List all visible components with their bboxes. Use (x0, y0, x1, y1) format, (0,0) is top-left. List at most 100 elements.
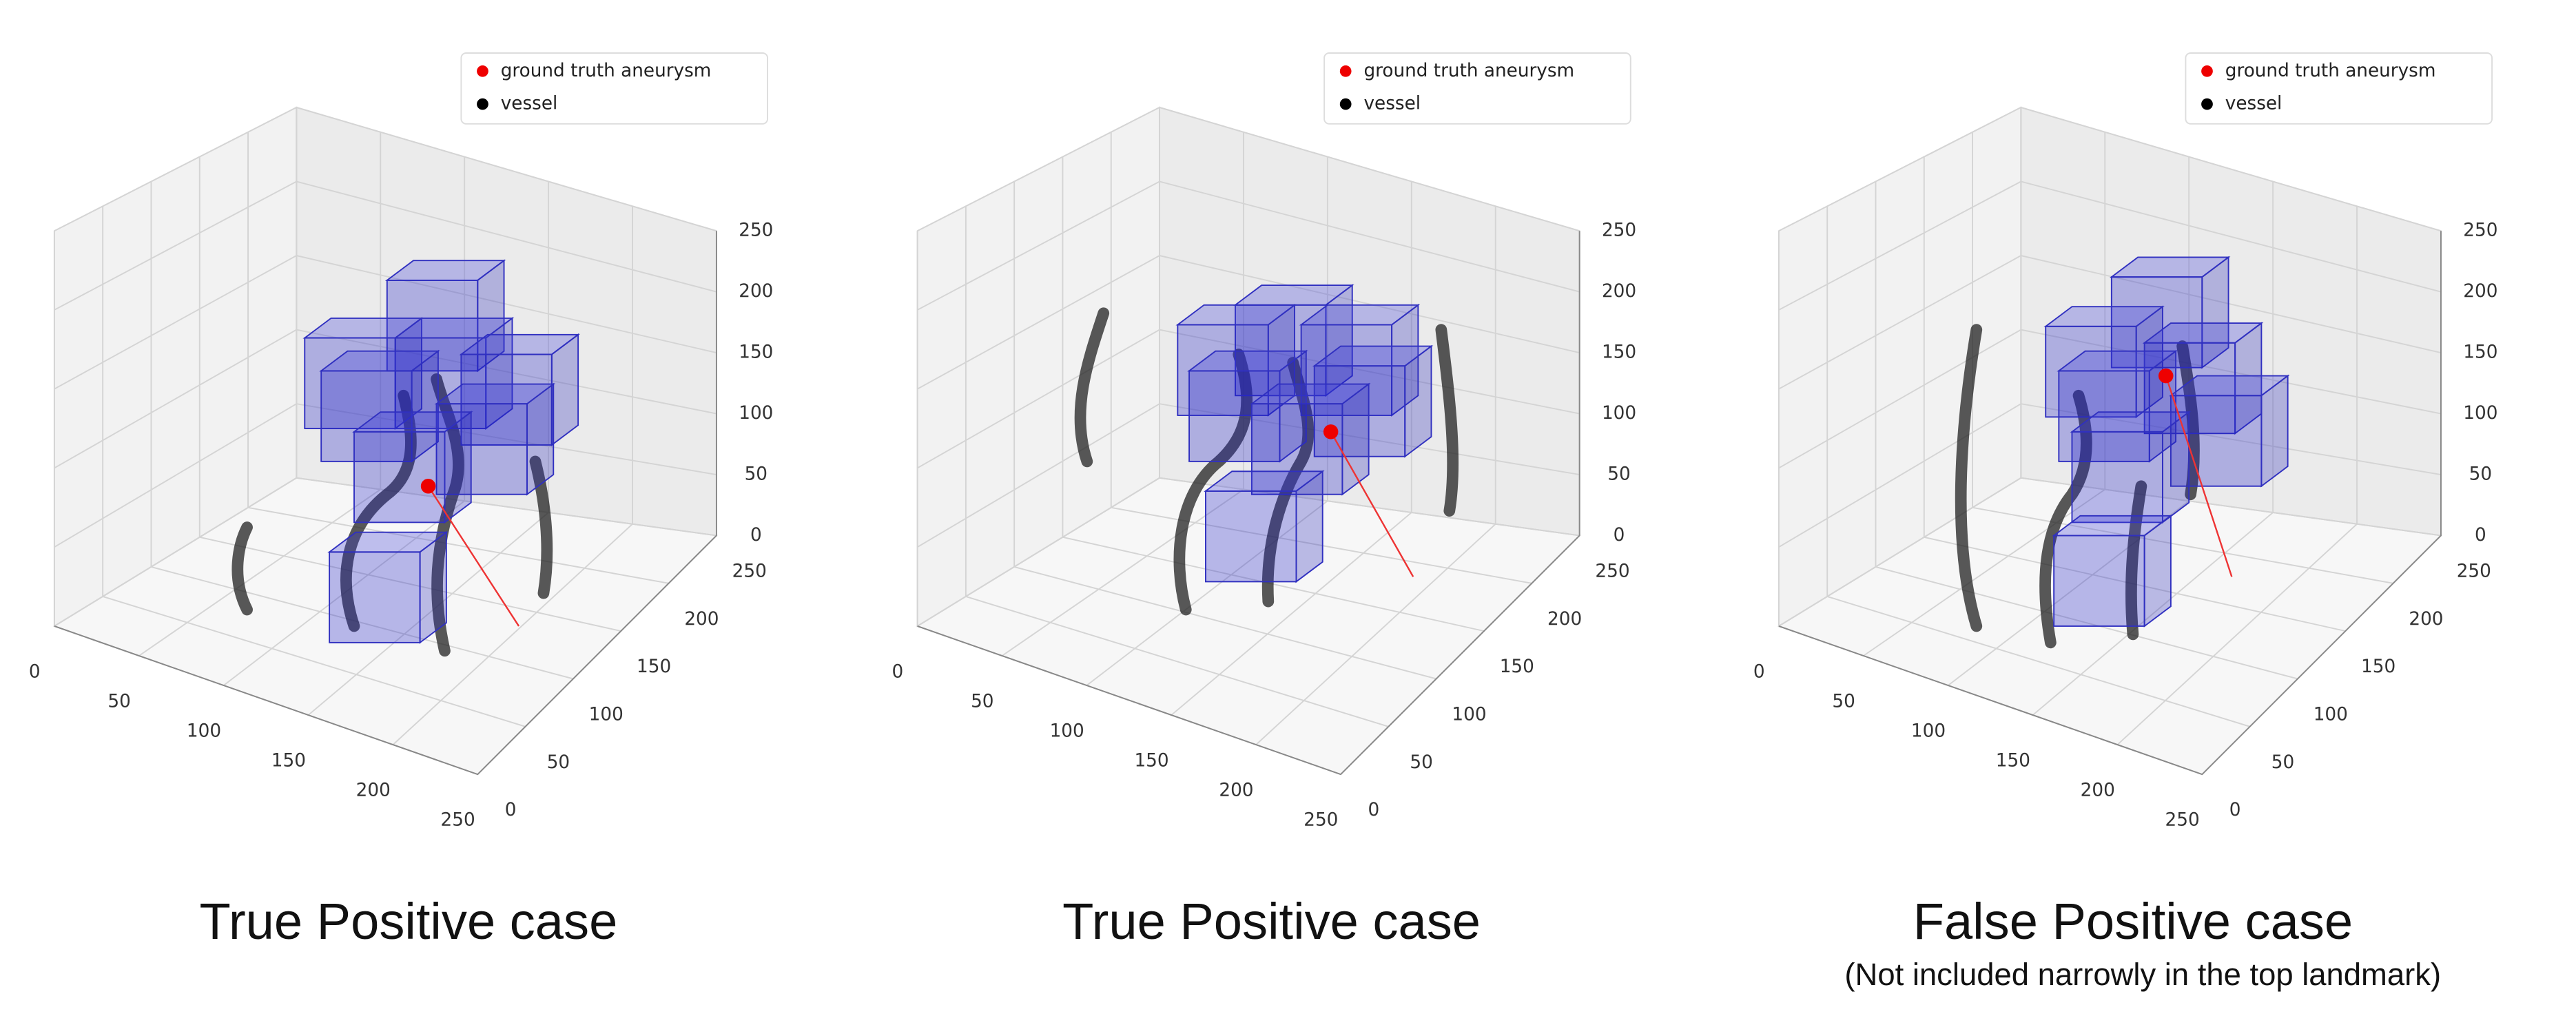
cube-front (2071, 431, 2163, 524)
legend-marker (2201, 65, 2213, 77)
cube-front (353, 431, 446, 524)
y-tick-label: 0 (2229, 800, 2241, 820)
z-tick-label: 250 (2463, 220, 2497, 241)
cube-front (1177, 324, 1269, 416)
grid-line (1826, 596, 2250, 727)
x-tick-label: 150 (271, 750, 306, 771)
z-tick-label: 0 (1614, 525, 1625, 546)
x-tick-label: 200 (356, 780, 391, 801)
cube-side (2143, 514, 2172, 628)
grid-line (54, 255, 717, 390)
grid-line (1086, 500, 1328, 686)
aneurysm-point (2158, 368, 2174, 384)
z-tick-label: 200 (1602, 281, 1636, 302)
grid-line (54, 403, 717, 548)
caption: True Positive case (1062, 893, 1481, 950)
x-tick-label: 250 (1304, 810, 1338, 831)
vessel (231, 521, 253, 616)
grid-line (1001, 488, 1244, 656)
x-tick-label: 50 (971, 691, 993, 712)
z-tick-label: 150 (739, 342, 773, 363)
z-tick-label: 250 (739, 220, 773, 241)
grid-line (392, 524, 633, 745)
x-tick-label: 0 (892, 661, 904, 682)
caption: False Positive case (1913, 893, 2353, 950)
grid-line (917, 329, 1580, 469)
grid-line (307, 512, 549, 716)
caption-note: (Not included narrowly in the top landma… (1844, 957, 2441, 992)
x-tick-label: 100 (1050, 721, 1084, 741)
x-tick-label: 50 (1832, 691, 1855, 712)
z-tick-label: 200 (739, 281, 773, 302)
cube-front (2143, 342, 2236, 435)
cube-front (460, 353, 553, 446)
grid-line (2032, 512, 2274, 716)
y-tick-label: 250 (2457, 561, 2491, 582)
panel: 0 50 100 150 200 250 0 50 100 150 200 250 0 50 100 150 2… (1753, 52, 2497, 992)
x-tick-label: 150 (1996, 750, 2030, 771)
cube-front (2058, 370, 2150, 462)
legend-label: ground truth aneurysm (2225, 61, 2436, 81)
grid-line (1778, 106, 2442, 232)
grid-line (54, 106, 717, 232)
z-tick-label: 200 (2463, 281, 2497, 302)
z-tick-label: 100 (739, 403, 773, 424)
legend-box (2185, 52, 2493, 125)
legend-label: vessel (2225, 94, 2283, 114)
grid-line (917, 403, 1580, 548)
cube-front (1205, 490, 1297, 583)
vessel (1074, 307, 1110, 468)
grid-line (1778, 477, 2442, 627)
grid-line (1875, 566, 2298, 680)
caption: True Positive case (199, 893, 617, 950)
grid-line (102, 596, 526, 727)
y-tick-label: 200 (2409, 609, 2443, 630)
cube-side (444, 411, 472, 524)
cube-front (304, 337, 396, 430)
axis-edge (917, 231, 1580, 776)
cube-front (2053, 535, 2145, 627)
legend-box (1323, 52, 1631, 125)
legend-marker (477, 65, 488, 77)
vessel (1955, 324, 1983, 632)
x-tick-label: 50 (107, 691, 130, 712)
z-tick-label: 0 (750, 525, 762, 546)
z-tick-label: 50 (1607, 464, 1630, 485)
z-tick-label: 250 (1602, 220, 1636, 241)
y-tick-label: 50 (1410, 752, 1432, 773)
cube-front (435, 403, 528, 495)
grid-line (54, 180, 717, 311)
arrow-line (1330, 431, 1414, 577)
vessel (1261, 357, 1315, 608)
z-tick-label: 100 (2463, 403, 2497, 424)
grid-line (1171, 512, 1412, 716)
grid-line (1013, 566, 1436, 680)
legend-box (460, 52, 769, 125)
grid-line (2116, 524, 2358, 745)
legend-label: ground truth aneurysm (501, 61, 712, 81)
cube-front (1313, 365, 1406, 457)
y-tick-label: 100 (1452, 705, 1486, 725)
cube-side (1295, 470, 1323, 583)
grid-line (917, 255, 1580, 390)
z-tick-label: 150 (2463, 342, 2497, 363)
cube-side (550, 333, 579, 446)
legend-marker (1339, 65, 1352, 77)
grid-line (54, 329, 717, 469)
aneurysm-point (420, 478, 436, 494)
x-tick-label: 0 (29, 661, 41, 682)
vessel (2039, 389, 2092, 649)
z-tick-label: 0 (2475, 525, 2486, 546)
y-tick-label: 200 (684, 609, 719, 630)
y-tick-label: 150 (2361, 656, 2395, 677)
cube-side (2260, 374, 2289, 488)
cube-side (419, 530, 447, 644)
grid-line (1778, 255, 2442, 390)
grid-line (917, 477, 1580, 627)
z-tick-label: 150 (1602, 342, 1636, 363)
x-tick-label: 100 (1911, 721, 1946, 741)
grid-line (1778, 180, 2442, 311)
grid-line (1972, 506, 2393, 584)
y-tick-label: 100 (2314, 705, 2348, 725)
